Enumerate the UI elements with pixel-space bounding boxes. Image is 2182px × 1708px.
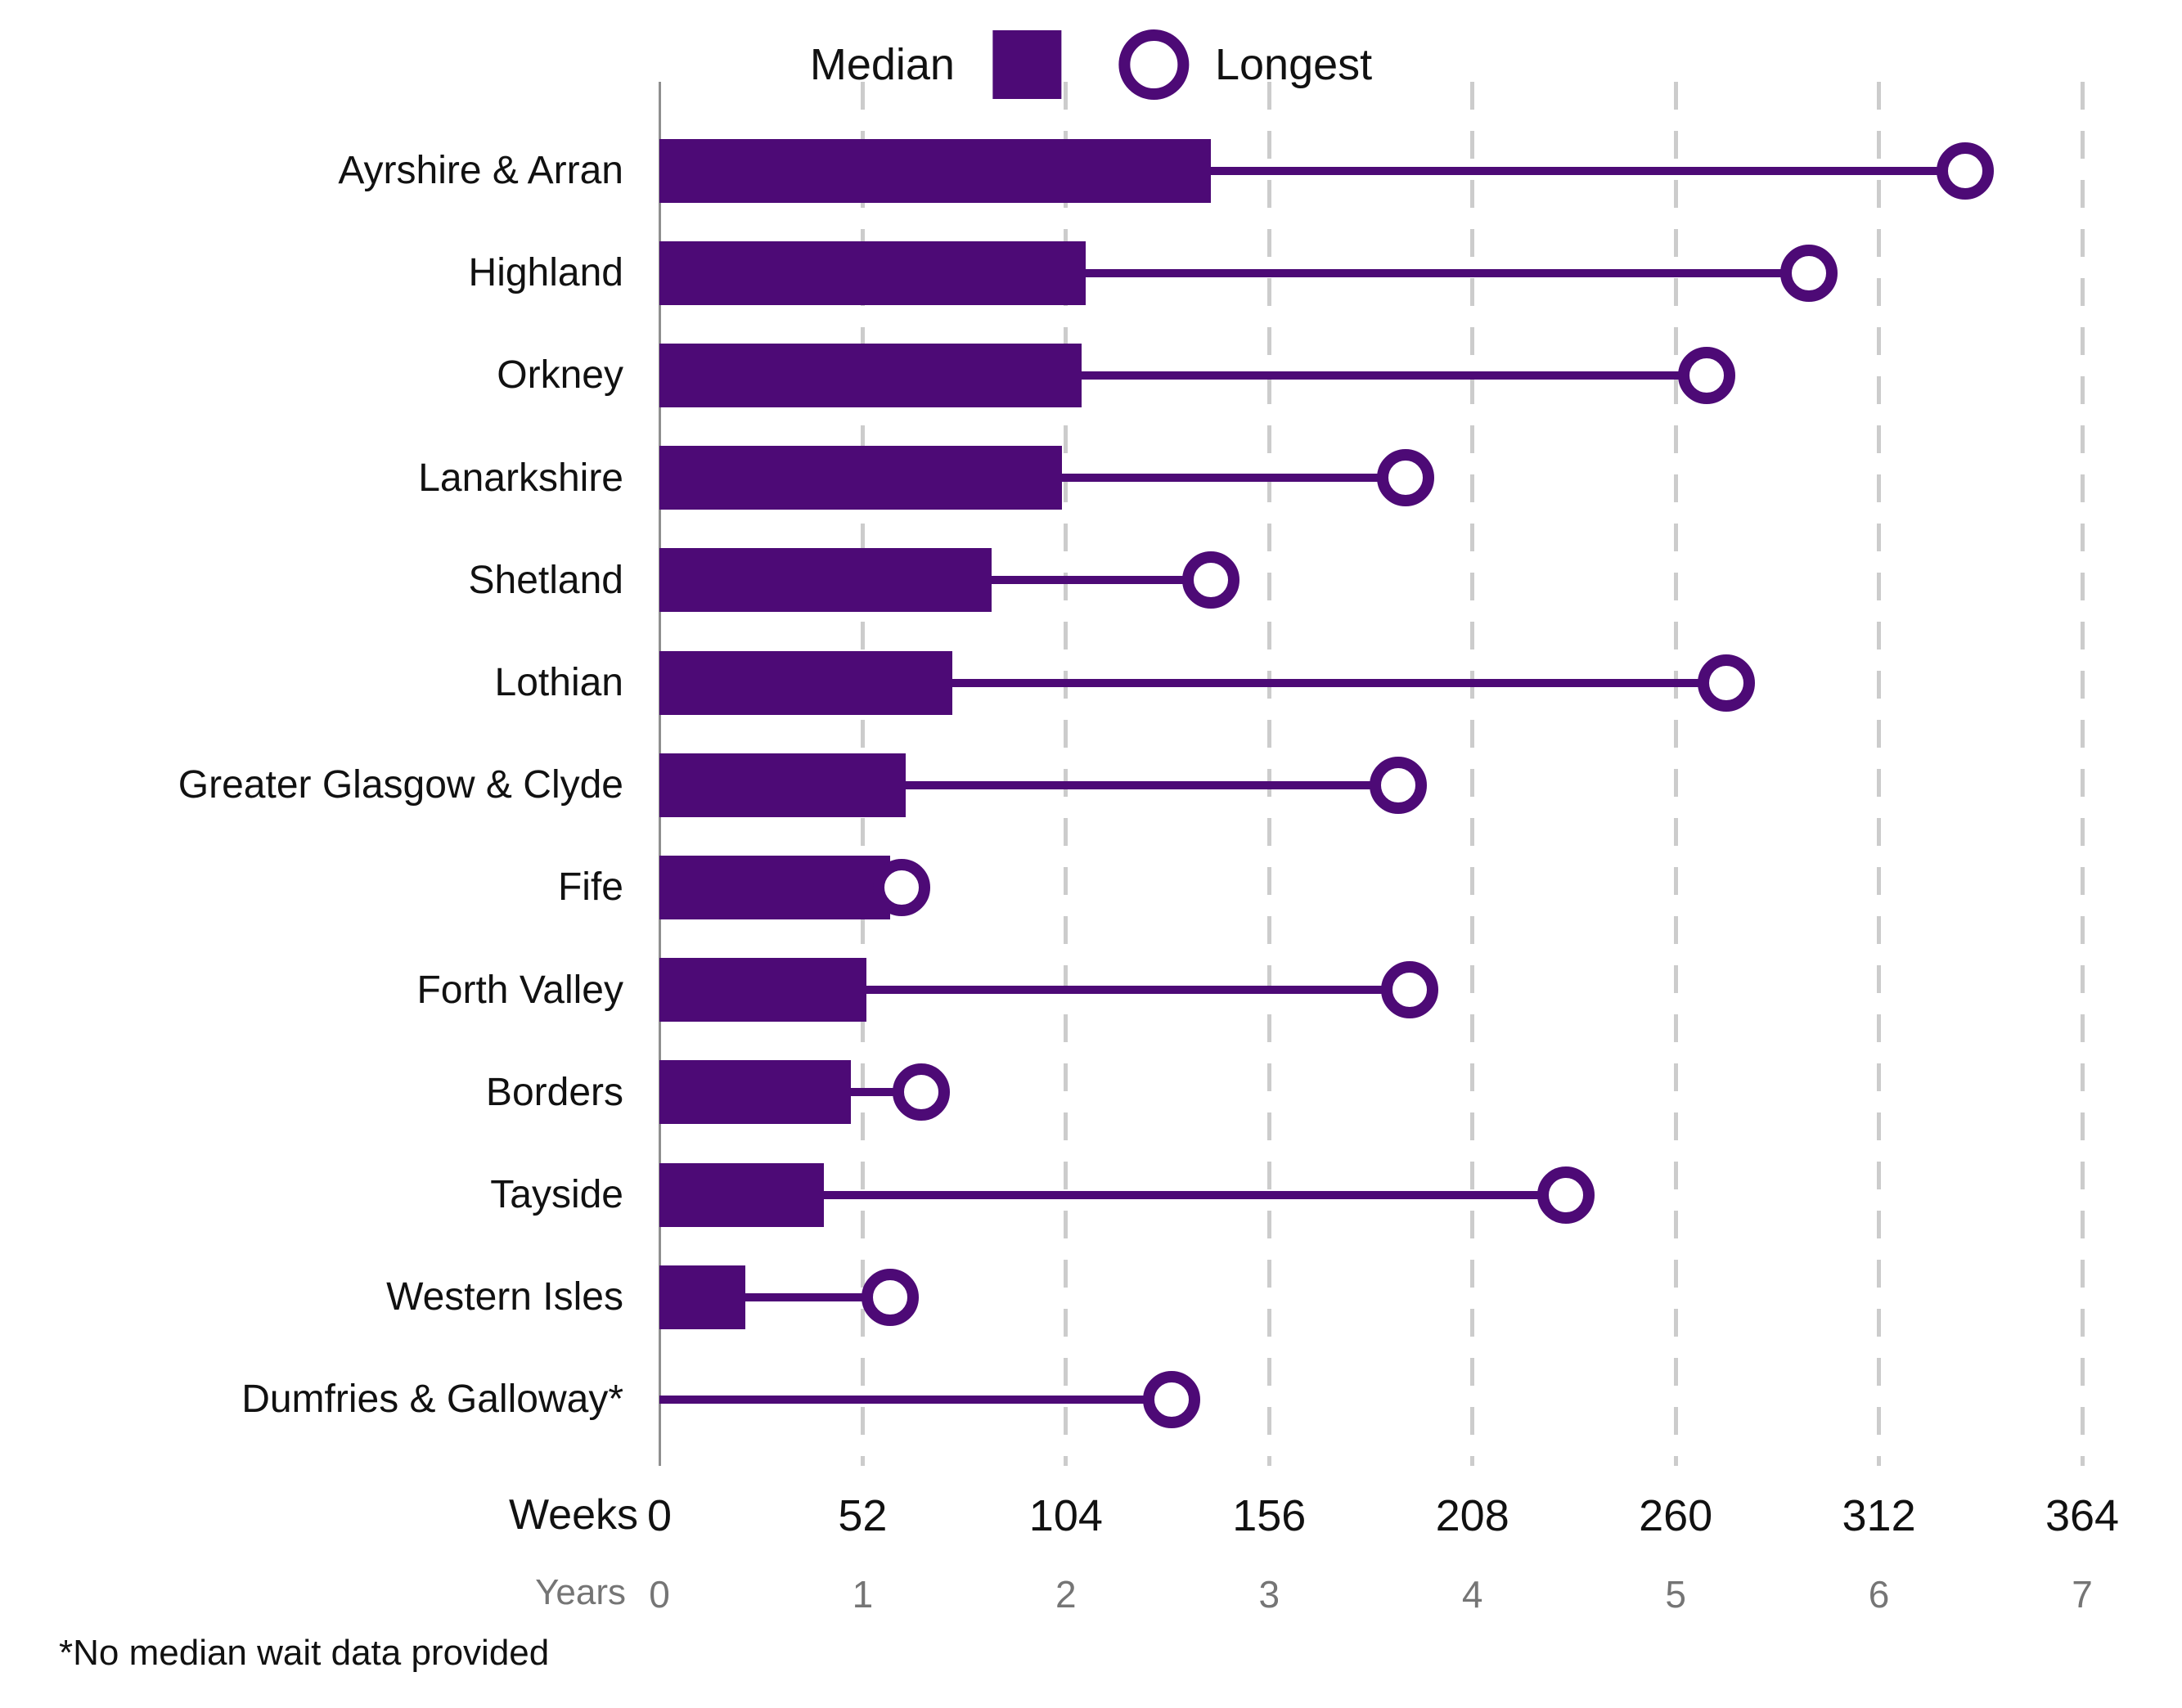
median-bar <box>659 1265 746 1329</box>
gridline <box>1266 82 1271 1466</box>
gridline <box>2080 82 2085 1466</box>
weeks-tick-label: 52 <box>838 1491 888 1540</box>
median-bar <box>659 1162 824 1227</box>
years-tick-label: 0 <box>649 1573 670 1616</box>
category-label: Greater Glasgow & Clyde <box>178 763 623 807</box>
longest-marker <box>1381 961 1439 1019</box>
longest-marker <box>1698 654 1756 712</box>
longest-marker <box>1537 1166 1595 1224</box>
longest-marker <box>1936 142 1994 200</box>
years-tick-label: 7 <box>2072 1573 2093 1616</box>
category-label: Shetland <box>468 558 624 602</box>
median-bar <box>659 1060 852 1125</box>
weeks-tick-label: 260 <box>1639 1491 1713 1540</box>
longest-stem <box>659 1396 1172 1404</box>
years-tick-label: 4 <box>1461 1573 1483 1616</box>
years-tick-label: 2 <box>1055 1573 1077 1616</box>
longest-stem <box>659 1292 890 1301</box>
median-bar-swatch-icon <box>992 30 1061 99</box>
years-tick-label: 6 <box>1868 1573 1890 1616</box>
weeks-axis-label: Weeks <box>509 1491 638 1539</box>
longest-marker <box>1377 449 1435 507</box>
median-bar <box>659 958 867 1023</box>
legend-longest-label: Longest <box>1214 40 1373 89</box>
footnote: *No median wait data provided <box>59 1633 550 1673</box>
years-tick-label: 3 <box>1258 1573 1280 1616</box>
weeks-tick-label: 312 <box>1842 1491 1916 1540</box>
longest-stem <box>659 678 1727 687</box>
longest-stem <box>659 780 1398 789</box>
chart-legend: Median Longest <box>810 28 1372 101</box>
years-tick-label: 5 <box>1665 1573 1686 1616</box>
category-label: Tayside <box>490 1173 623 1217</box>
longest-stem <box>659 371 1707 380</box>
median-bar <box>659 650 953 715</box>
median-bar <box>659 753 906 817</box>
longest-marker <box>893 1063 951 1121</box>
category-label: Western Isles <box>386 1275 623 1319</box>
longest-marker <box>1369 756 1427 814</box>
category-label: Forth Valley <box>416 968 623 1012</box>
longest-marker <box>1181 551 1239 609</box>
median-bar <box>659 548 992 613</box>
years-tick-label: 1 <box>852 1573 874 1616</box>
category-label: Lanarkshire <box>418 456 623 500</box>
gridline <box>1877 82 1882 1466</box>
longest-stem <box>659 986 1410 995</box>
median-bar <box>659 446 1063 510</box>
gridline <box>1064 82 1069 1466</box>
longest-marker <box>861 1268 919 1326</box>
weeks-tick-label: 156 <box>1232 1491 1307 1540</box>
weeks-tick-label: 364 <box>2045 1491 2120 1540</box>
median-bar <box>659 138 1211 203</box>
category-label: Orkney <box>497 353 623 398</box>
median-bar <box>659 856 890 919</box>
longest-marker <box>873 859 931 916</box>
legend-median-label: Median <box>809 40 955 89</box>
category-label: Ayrshire & Arran <box>338 149 623 193</box>
longest-marker <box>1678 347 1736 404</box>
weeks-tick-label: 0 <box>646 1491 673 1540</box>
gridline <box>1673 82 1678 1466</box>
weeks-tick-label: 104 <box>1028 1491 1103 1540</box>
longest-marker <box>1779 244 1838 302</box>
median-bar <box>659 240 1086 305</box>
gridline <box>1470 82 1475 1466</box>
weeks-tick-label: 208 <box>1435 1491 1509 1540</box>
median-bar <box>659 344 1082 407</box>
category-label: Dumfries & Galloway* <box>241 1378 623 1422</box>
longest-stem <box>659 166 1965 175</box>
category-label: Fife <box>557 865 623 910</box>
years-axis-label: Years <box>535 1572 626 1612</box>
category-label: Borders <box>485 1070 623 1114</box>
category-label: Highland <box>468 251 623 295</box>
longest-stem <box>659 1190 1567 1199</box>
category-label: Lothian <box>494 661 623 705</box>
longest-marker <box>1142 1371 1200 1428</box>
longest-stem <box>659 268 1809 277</box>
